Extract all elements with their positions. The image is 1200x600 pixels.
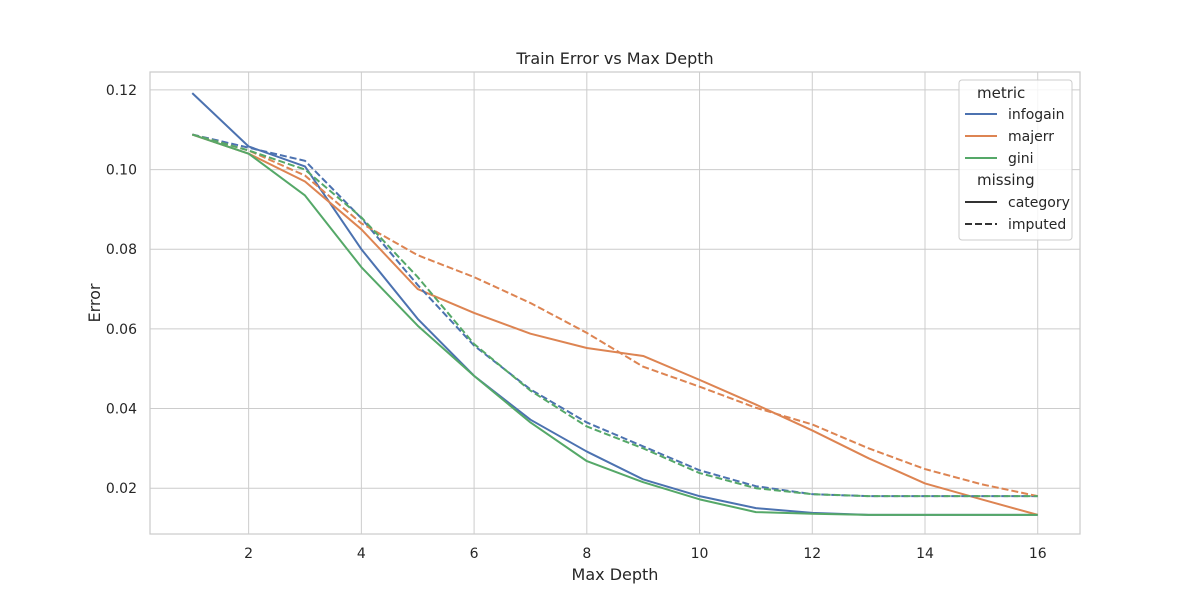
x-tick-label: 16 (1029, 546, 1047, 562)
x-tick-label: 14 (916, 546, 934, 562)
series-line-gini-imputed (191, 133, 1038, 498)
series-layer (191, 92, 1038, 516)
legend-metric-title: metric (977, 84, 1025, 102)
legend-label-infogain: infogain (1008, 107, 1065, 123)
series-line-majerr-category (191, 133, 1038, 516)
x-axis-ticks: 2 4 6 8 10 12 14 16 (244, 546, 1047, 562)
y-tick-label: 0.04 (106, 402, 137, 418)
legend-label-category: category (1008, 195, 1070, 211)
series-line-infogain-category (191, 92, 1038, 516)
y-axis-label: Error (85, 283, 104, 322)
legend-label-majerr: majerr (1008, 129, 1054, 145)
legend-box (958, 79, 1073, 241)
x-tick-label: 2 (244, 546, 253, 562)
series-line-gini-category (191, 133, 1038, 516)
y-axis-ticks: 0.02 0.04 0.06 0.08 0.10 0.12 (106, 83, 137, 497)
series-line-majerr-imputed (191, 133, 1038, 498)
y-tick-label: 0.06 (106, 322, 137, 338)
x-axis-label: Max Depth (572, 565, 659, 584)
y-tick-label: 0.08 (106, 242, 137, 258)
x-tick-label: 10 (691, 546, 709, 562)
x-tick-label: 12 (803, 546, 821, 562)
x-tick-label: 6 (470, 546, 479, 562)
y-tick-label: 0.10 (106, 163, 137, 179)
chart-title: Train Error vs Max Depth (515, 49, 713, 68)
legend-missing-title: missing (977, 171, 1035, 189)
x-tick-label: 4 (357, 546, 366, 562)
legend-label-gini: gini (1008, 151, 1034, 167)
legend-label-imputed: imputed (1008, 217, 1066, 233)
y-tick-label: 0.02 (106, 481, 137, 497)
grid (150, 72, 1080, 534)
y-tick-label: 0.12 (106, 83, 137, 99)
plot-area (149, 71, 1081, 535)
x-tick-label: 8 (582, 546, 591, 562)
legend: metric infogain majerr gini missing cate… (958, 79, 1073, 241)
